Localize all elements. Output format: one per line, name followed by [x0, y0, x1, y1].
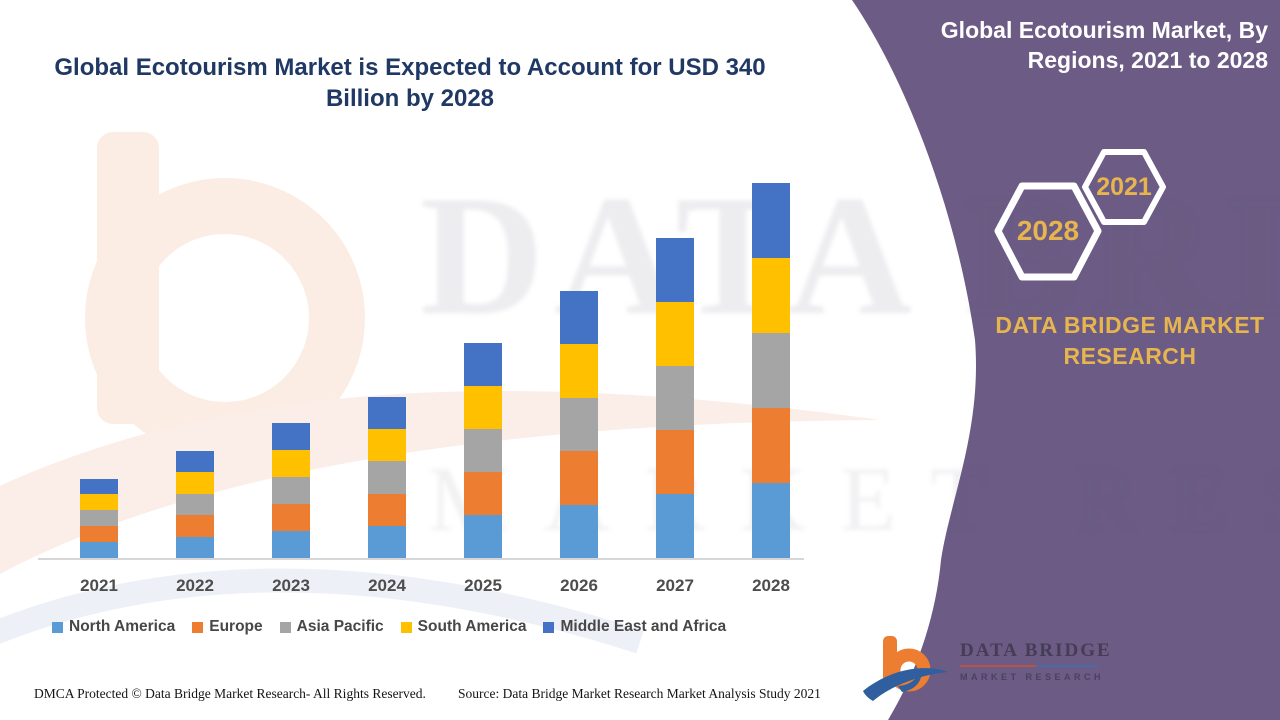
x-axis-label-2023: 2023: [272, 576, 310, 595]
chart-legend: North America Europe Asia Pacific South Ame…: [52, 618, 726, 636]
bar-segment-2027-asia-pacific: [656, 366, 694, 431]
bar-segment-2027-middle-east-and-africa: [656, 238, 694, 303]
stacked-bar-plot-area: [38, 150, 804, 560]
bar-segment-2024-north-america: [368, 525, 406, 558]
logo-subtitle: MARKET RESEARCH: [960, 672, 1105, 682]
x-axis-label-2028: 2028: [752, 576, 790, 595]
bar-segment-2021-south-america: [80, 494, 118, 511]
bar-segment-2021-asia-pacific: [80, 510, 118, 527]
legend-label: Asia Pacific: [296, 618, 384, 635]
bar-segment-2021-europe: [80, 526, 118, 543]
bar-segment-2028-europe: [752, 408, 790, 483]
bar-segment-2026-middle-east-and-africa: [560, 291, 598, 345]
x-axis-label-2027: 2027: [656, 576, 694, 595]
bar-segment-2028-south-america: [752, 258, 790, 333]
x-axis-label-2021: 2021: [80, 576, 118, 595]
x-axis-label-2025: 2025: [464, 576, 502, 595]
legend-swatch-icon: [52, 622, 63, 633]
legend-swatch-icon: [400, 622, 412, 633]
dmca-notice: DMCA Protected © Data Bridge Market Rese…: [34, 686, 426, 701]
legend-swatch-icon: [192, 622, 204, 633]
bar-segment-2022-europe: [176, 515, 214, 537]
chart-title-line2: Billion by 2028: [325, 85, 495, 112]
bar-segment-2024-europe: [368, 493, 406, 526]
data-bridge-logo-lockup: DATA BRIDGE MARKET RESEARCH: [960, 640, 1110, 682]
bar-segment-2027-europe: [656, 430, 694, 495]
panel-title-line1: Global Ecotourism Market, By: [940, 17, 1268, 43]
bar-segment-2021-middle-east-and-africa: [80, 478, 118, 495]
panel-brand-text: DATA BRIDGE MARKET RESEARCH: [985, 310, 1275, 372]
panel-title: Global Ecotourism Market, By Regions, 20…: [848, 15, 1268, 75]
bar-segment-2023-middle-east-and-africa: [272, 423, 310, 451]
logo-wordmark: DATA BRIDGE: [960, 640, 1112, 661]
bar-segment-2028-north-america: [752, 483, 790, 558]
bar-segment-2021-north-america: [80, 542, 118, 558]
bar-segment-2025-asia-pacific: [464, 428, 502, 472]
panel-title-line2: Regions, 2021 to 2028: [1027, 47, 1268, 73]
legend-item-south-america: South America: [400, 618, 527, 636]
chart-title: Global Ecotourism Market is Expected to …: [50, 52, 770, 114]
panel-brand-line2: RESEARCH: [1063, 343, 1197, 369]
chart-title-line1: Global Ecotourism Market is Expected to …: [54, 54, 766, 81]
bar-segment-2024-middle-east-and-africa: [368, 396, 406, 430]
bar-segment-2023-asia-pacific: [272, 477, 310, 505]
x-axis-label-2026: 2026: [560, 576, 598, 595]
legend-item-north-america: North America: [52, 618, 175, 636]
panel-brand-line1: DATA BRIDGE MARKET: [995, 312, 1265, 338]
bar-segment-2022-asia-pacific: [176, 493, 214, 516]
bar-segment-2027-south-america: [656, 302, 694, 367]
bar-segment-2023-europe: [272, 504, 310, 532]
bar-segment-2024-asia-pacific: [368, 461, 406, 494]
legend-item-middle-east-and-africa: Middle East and Africa: [543, 618, 726, 636]
hexagon-badges: [994, 149, 1166, 281]
legend-label: South America: [417, 618, 527, 635]
legend-label: Middle East and Africa: [560, 618, 727, 635]
x-axis-label-2024: 2024: [368, 576, 406, 595]
data-bridge-logo-icon: [863, 636, 948, 701]
legend-swatch-icon: [543, 622, 555, 633]
bar-segment-2024-south-america: [368, 429, 406, 462]
bar-segment-2026-europe: [560, 451, 598, 505]
bar-segment-2025-europe: [464, 472, 502, 515]
hexagon-2028-label: 2028: [1016, 215, 1080, 246]
bar-segment-2022-middle-east-and-africa: [176, 451, 214, 473]
hexagon-2021-label: 2021: [1096, 173, 1152, 201]
x-axis-label-2022: 2022: [176, 576, 214, 595]
bar-segment-2026-asia-pacific: [560, 397, 598, 452]
bar-segment-2028-asia-pacific: [752, 333, 790, 408]
bar-segment-2028-middle-east-and-africa: [752, 183, 790, 258]
bar-segment-2025-middle-east-and-africa: [464, 342, 502, 386]
bar-segment-2022-north-america: [176, 536, 214, 558]
source-note: Source: Data Bridge Market Research Mark…: [458, 686, 821, 701]
legend-label: North America: [69, 618, 176, 635]
bar-segment-2023-north-america: [272, 531, 310, 558]
legend-label: Europe: [209, 618, 263, 635]
bar-segment-2023-south-america: [272, 450, 310, 478]
bar-segment-2027-north-america: [656, 494, 694, 558]
legend-item-europe: Europe: [192, 618, 263, 636]
logo-divider-line: [960, 665, 1098, 667]
legend-item-asia-pacific: Asia Pacific: [279, 618, 384, 636]
bar-segment-2026-south-america: [560, 344, 598, 398]
bar-segment-2022-south-america: [176, 472, 214, 494]
legend-swatch-icon: [279, 622, 291, 633]
bar-segment-2025-south-america: [464, 385, 502, 429]
bar-segment-2026-north-america: [560, 504, 598, 558]
bar-segment-2025-north-america: [464, 515, 502, 558]
